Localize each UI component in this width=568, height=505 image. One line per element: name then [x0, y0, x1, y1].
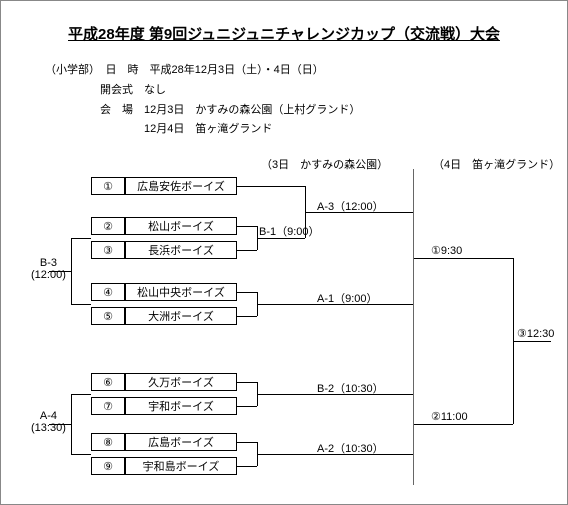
open-value: なし — [144, 84, 166, 96]
team-num-5: ⑤ — [91, 307, 125, 325]
line — [237, 250, 257, 251]
line — [237, 406, 257, 407]
column-divider — [413, 169, 414, 485]
team-name-5: 大洲ボーイズ — [125, 307, 237, 325]
line — [413, 424, 513, 425]
info-row-venue1: 会 場 12月3日 かすみの森公園（上村グランド） — [45, 101, 360, 121]
col-header-day4: （4日 笛ヶ滝グランド） — [433, 156, 560, 172]
match-b1: B-1（9:00） — [259, 223, 320, 239]
team-num-6: ⑥ — [91, 373, 125, 391]
match-a2: A-2（10:30） — [317, 440, 384, 456]
info-row-venue2: 12月4日 笛ヶ滝グランド — [45, 120, 360, 140]
info-row-open: 開会式 なし — [45, 81, 360, 101]
page-title: 平成28年度 第9回ジュニジュニチャレンジカップ（交流戦）大会 — [1, 23, 567, 44]
match-a3: A-3（12:00） — [317, 198, 384, 214]
line — [71, 304, 91, 305]
line — [237, 186, 305, 187]
line — [237, 382, 257, 383]
team-name-6: 久万ボーイズ — [125, 373, 237, 391]
open-label: 開会式 — [100, 84, 133, 96]
line — [237, 226, 257, 227]
team-name-7: 宇和ボーイズ — [125, 397, 237, 415]
team-name-9: 宇和島ボーイズ — [125, 457, 237, 475]
team-num-8: ⑧ — [91, 433, 125, 451]
match-b2: B-2（10:30） — [317, 380, 384, 396]
line — [71, 394, 72, 454]
line — [237, 316, 257, 317]
team-num-3: ③ — [91, 241, 125, 259]
team-num-1: ① — [91, 177, 125, 195]
venue-value1: 12月3日 かすみの森公園（上村グランド） — [144, 104, 360, 116]
match-final: ③12:30 — [517, 327, 554, 340]
line — [237, 442, 257, 443]
team-name-3: 長浜ボーイズ — [125, 241, 237, 259]
line — [71, 238, 91, 239]
match-a1: A-1（9:00） — [317, 290, 378, 306]
team-num-9: ⑨ — [91, 457, 125, 475]
info-block: （小学部） 日 時 平成28年12月3日（土）・4日（日） 開会式 なし 会 場… — [45, 61, 360, 140]
col-header-day3: （3日 かすみの森公園） — [261, 156, 388, 172]
line — [71, 394, 91, 395]
match-semi1: ①9:30 — [431, 244, 462, 257]
page: 平成28年度 第9回ジュニジュニチャレンジカップ（交流戦）大会 （小学部） 日 … — [0, 0, 568, 505]
line — [413, 258, 513, 259]
line — [71, 454, 91, 455]
team-name-8: 広島ボーイズ — [125, 433, 237, 451]
line — [71, 238, 72, 304]
venue-value2: 12月4日 笛ヶ滝グランド — [144, 123, 272, 135]
date-label: 日 時 — [106, 64, 139, 76]
date-value: 平成28年12月3日（土）・4日（日） — [150, 64, 324, 76]
team-name-2: 松山ボーイズ — [125, 217, 237, 235]
team-num-7: ⑦ — [91, 397, 125, 415]
team-name-4: 松山中央ボーイズ — [125, 283, 237, 301]
team-num-2: ② — [91, 217, 125, 235]
match-a4: A-4 (13:30) — [31, 410, 66, 434]
match-b3: B-3 (12:00) — [31, 257, 66, 281]
match-semi2: ②11:00 — [431, 410, 468, 423]
line — [237, 466, 257, 467]
team-name-1: 広島安佐ボーイズ — [125, 177, 237, 195]
line — [237, 292, 257, 293]
info-row-date: （小学部） 日 時 平成28年12月3日（土）・4日（日） — [45, 61, 360, 81]
line — [513, 341, 551, 342]
team-num-4: ④ — [91, 283, 125, 301]
venue-label: 会 場 — [100, 104, 133, 116]
category: （小学部） — [45, 64, 95, 76]
